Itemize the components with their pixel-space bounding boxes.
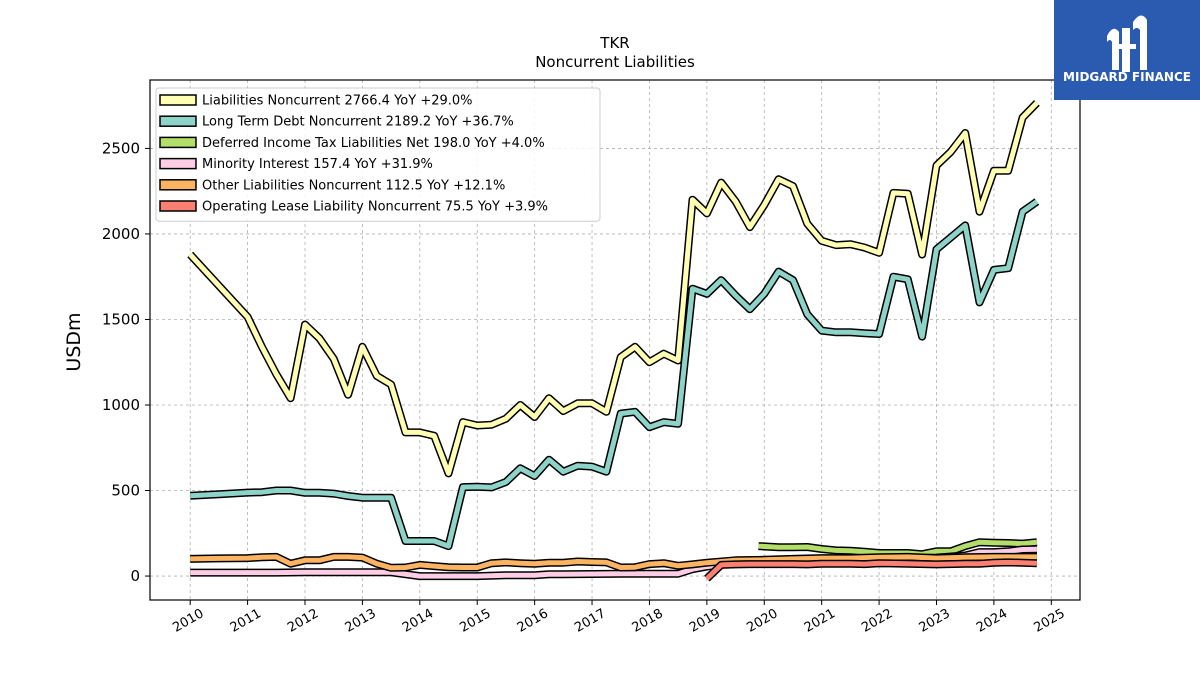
series-5 [704,558,1038,582]
series-lines [187,100,1040,582]
legend: Liabilities Noncurrent 2766.4 YoY +29.0%… [155,87,601,222]
plot-frame [149,79,1081,601]
series-line [190,554,1037,571]
chart-subtitle: Noncurrent Liabilities [535,53,695,71]
legend-box [155,87,601,222]
y-tick-label: 2000 [102,225,140,243]
series-0 [187,100,1040,478]
logo-text: MIDGARD FINANCE [1063,70,1191,84]
legend-label: Operating Lease Liability Noncurrent 75.… [202,200,548,215]
chart-title: TKR [599,34,629,52]
y-tick-label: 1500 [102,310,140,328]
legend-swatch [159,157,197,170]
legend-label: Minority Interest 157.4 YoY +31.9% [202,157,433,172]
legend-swatch [159,179,197,191]
series-1 [190,198,1040,551]
series-line [188,101,1039,476]
legend-label: Other Liabilities Noncurrent 112.5 YoY +… [202,178,505,193]
series-line [705,559,1037,581]
y-tick-label: 2500 [102,139,140,157]
legend-label: Liabilities Noncurrent 2766.4 YoY +29.0% [202,94,473,109]
legend-swatch [159,200,197,212]
y-axis-label: USDm [63,312,85,371]
legend-swatch [159,115,197,127]
legend-swatch [159,94,197,106]
y-tick-label: 0 [130,567,140,585]
midgard-logo-icon [1107,15,1147,72]
y-tick-label: 1000 [102,396,140,414]
legend-swatch [159,136,197,149]
series-line [190,199,1039,549]
legend-label: Deferred Income Tax Liabilities Net 198.… [202,136,545,151]
y-tick-label: 500 [111,482,140,500]
legend-label: Long Term Debt Noncurrent 2189.2 YoY +36… [202,115,514,130]
series-4 [190,552,1037,572]
brand-logo: MIDGARD FINANCE [1054,0,1200,100]
